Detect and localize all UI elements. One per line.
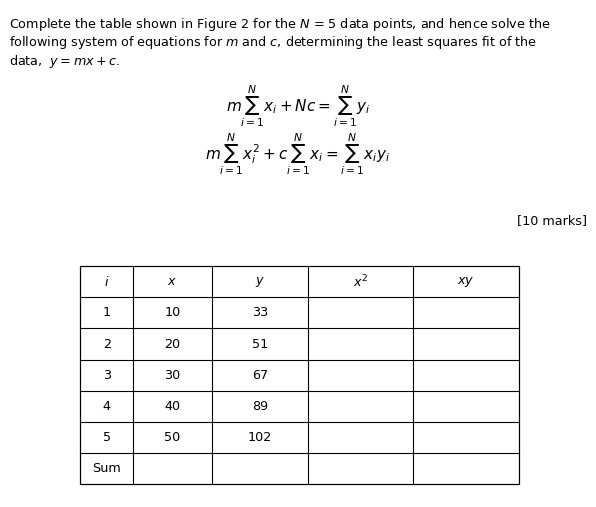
Text: $x$: $x$ [167, 275, 178, 288]
Text: $x^2$: $x^2$ [353, 273, 368, 290]
Text: Complete the table shown in Figure 2 for the $N$ = 5 data points, and hence solv: Complete the table shown in Figure 2 for… [9, 16, 551, 33]
Text: Sum: Sum [92, 462, 121, 475]
Bar [80, 266, 519, 484]
Text: 4: 4 [103, 400, 111, 413]
Text: $m\sum_{i=1}^{N} x_i^2 + c\sum_{i=1}^{N} x_i = \sum_{i=1}^{N} x_i y_i$: $m\sum_{i=1}^{N} x_i^2 + c\sum_{i=1}^{N}… [206, 132, 390, 177]
Text: 5: 5 [103, 431, 111, 444]
Text: 40: 40 [164, 400, 181, 413]
Text: 50: 50 [164, 431, 181, 444]
Text: data,  $y = mx+c$.: data, $y = mx+c$. [9, 53, 120, 70]
Text: following system of equations for $m$ and $c$, determining the least squares fit: following system of equations for $m$ an… [9, 34, 537, 52]
Text: 10: 10 [164, 306, 181, 319]
Text: 67: 67 [252, 369, 268, 382]
Text: 51: 51 [252, 338, 268, 350]
Text: 1: 1 [103, 306, 111, 319]
Text: $i$: $i$ [104, 275, 110, 289]
Text: [10 marks]: [10 marks] [517, 214, 587, 227]
Text: 3: 3 [103, 369, 111, 382]
Text: $xy$: $xy$ [457, 275, 475, 289]
Text: 102: 102 [248, 431, 272, 444]
Text: 33: 33 [252, 306, 268, 319]
Text: $y$: $y$ [255, 275, 265, 289]
Text: 89: 89 [252, 400, 268, 413]
Text: 2: 2 [103, 338, 111, 350]
Text: 20: 20 [164, 338, 181, 350]
Text: $m\sum_{i=1}^{N} x_i + Nc = \sum_{i=1}^{N} y_i$: $m\sum_{i=1}^{N} x_i + Nc = \sum_{i=1}^{… [226, 84, 370, 129]
Text: 30: 30 [164, 369, 181, 382]
